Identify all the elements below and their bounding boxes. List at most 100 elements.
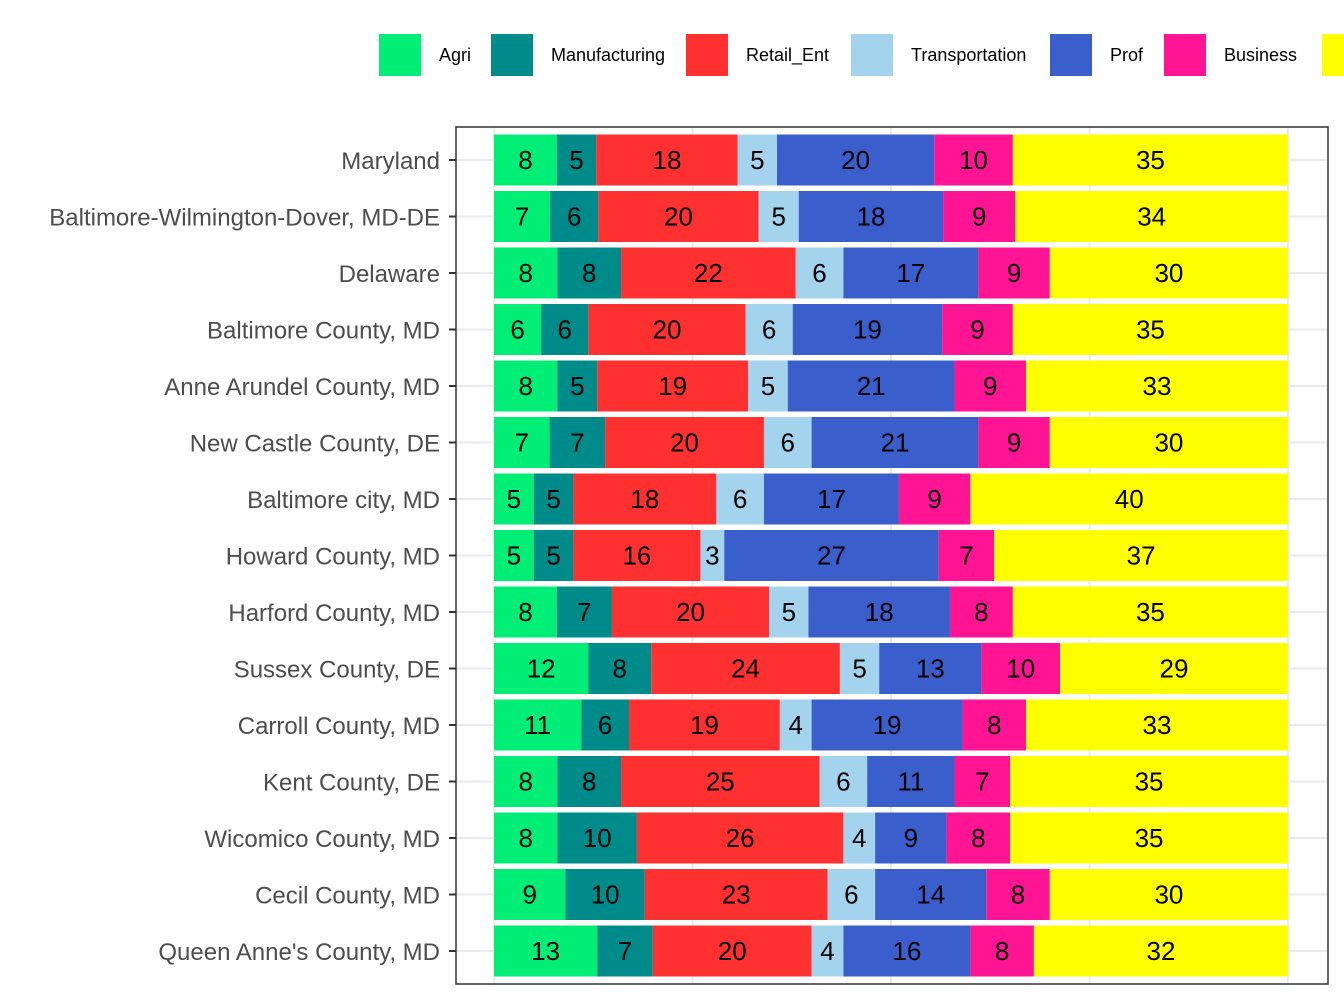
bar-value-label: 8 — [518, 145, 532, 175]
bar-segment — [769, 586, 809, 638]
bar-segment — [557, 812, 637, 864]
bar-segment — [808, 586, 950, 638]
bar-value-label: 17 — [817, 484, 846, 514]
bar-segment — [1012, 304, 1288, 355]
bar-segment — [843, 247, 979, 299]
bar-value-label: 23 — [722, 880, 751, 910]
legend-swatch — [379, 34, 421, 76]
bar-segment — [628, 699, 780, 751]
bar-segment — [636, 812, 844, 864]
bar-value-label: 8 — [582, 767, 596, 797]
bar-value-label: 35 — [1135, 823, 1164, 853]
bar-value-label: 20 — [718, 936, 747, 966]
bar-value-label: 19 — [690, 710, 719, 740]
category-label: Harford County, MD — [228, 600, 440, 627]
bar-segment — [573, 530, 701, 581]
bar-segment — [596, 134, 738, 186]
bar-segment — [1049, 247, 1288, 299]
legend-swatch — [686, 34, 728, 76]
bar-value-label: 10 — [959, 145, 988, 175]
bar-value-label: 3 — [705, 541, 719, 571]
bar-segment — [651, 643, 840, 694]
bar-segment — [588, 304, 746, 355]
legend-label: Retail_Ent — [746, 45, 829, 66]
category-label: Baltimore-Wilmington-Dover, MD-DE — [49, 205, 440, 232]
bar-segment — [605, 417, 764, 468]
bar-value-label: 8 — [987, 710, 1001, 740]
bar-segment — [1015, 191, 1288, 242]
category-label: Kent County, DE — [263, 770, 440, 797]
bar-segment — [954, 360, 1026, 412]
bar-segment — [1010, 812, 1288, 864]
bar-value-label: 9 — [904, 823, 918, 853]
bar-segment — [533, 530, 574, 581]
bar-value-label: 34 — [1137, 202, 1166, 232]
bar-value-label: 5 — [782, 597, 796, 627]
bar-segment — [954, 756, 1011, 807]
bar-value-label: 9 — [970, 315, 984, 345]
bar-segment — [962, 699, 1026, 751]
bar-value-label: 19 — [873, 710, 902, 740]
bar-value-label: 8 — [519, 258, 533, 288]
bar-segment — [494, 473, 534, 525]
bar-value-label: 18 — [856, 202, 885, 232]
legend-label: Agri — [439, 45, 471, 65]
bar-segment — [763, 417, 812, 468]
bar-segment — [652, 925, 812, 977]
bar-value-label: 18 — [865, 597, 894, 627]
bar-value-label: 5 — [507, 541, 521, 571]
bar-segment — [1012, 586, 1288, 638]
legend-label: Manufacturing — [551, 45, 665, 65]
bar-segment — [1012, 134, 1288, 186]
bar-value-label: 7 — [959, 541, 973, 571]
category-label: Queen Anne's County, MD — [158, 939, 440, 966]
bar-value-label: 13 — [531, 936, 560, 966]
bar-segment — [494, 360, 558, 412]
bar-value-label: 24 — [731, 654, 760, 684]
bar-value-label: 18 — [630, 484, 659, 514]
bar-value-label: 16 — [622, 541, 651, 571]
bar-value-label: 35 — [1135, 767, 1164, 797]
category-label: Carroll County, MD — [238, 713, 440, 740]
bars: 8 5 18 5 20 10 357 6 20 5 18 9 348 8 22 6 17 9 306 6 20 6 19 9 3… — [494, 134, 1288, 977]
bar-segment — [875, 812, 947, 864]
legend-swatch — [491, 34, 533, 76]
bar-segment — [494, 417, 550, 468]
bar-segment — [942, 304, 1013, 355]
bar-segment — [839, 643, 880, 694]
category-label: Sussex County, DE — [234, 657, 440, 684]
bar-value-label: 5 — [507, 484, 521, 514]
bar-value-label: 32 — [1146, 936, 1175, 966]
bar-segment — [597, 925, 653, 977]
bar-segment — [716, 473, 764, 525]
bar-segment — [970, 925, 1034, 977]
bar-value-label: 16 — [892, 936, 921, 966]
bar-segment — [598, 191, 759, 242]
bar-segment — [946, 812, 1011, 864]
bar-value-label: 10 — [591, 880, 620, 910]
bar-segment — [792, 304, 943, 355]
bar-value-label: 20 — [676, 597, 705, 627]
bar-segment — [798, 191, 944, 242]
bar-value-label: 6 — [558, 315, 572, 345]
bar-value-label: 30 — [1154, 258, 1183, 288]
bar-value-label: 21 — [857, 371, 886, 401]
bar-segment — [494, 869, 566, 920]
bar-value-label: 4 — [820, 936, 834, 966]
bar-segment — [811, 699, 963, 751]
bar-value-label: 5 — [852, 654, 866, 684]
bar-value-label: 9 — [1007, 258, 1021, 288]
bar-value-label: 6 — [510, 315, 524, 345]
bar-segment — [556, 586, 612, 638]
bar-segment — [557, 360, 598, 412]
category-label: Cecil County, MD — [255, 883, 440, 910]
bar-value-label: 5 — [546, 541, 560, 571]
legend-swatch — [1164, 34, 1206, 76]
bar-value-label: 6 — [598, 710, 612, 740]
category-label: New Castle County, DE — [190, 431, 440, 458]
bar-segment — [795, 247, 844, 299]
legend: Agri Manufacturing Retail_Ent Transportatio… — [379, 34, 1344, 76]
bar-segment — [557, 247, 622, 299]
bar-value-label: 12 — [527, 654, 556, 684]
